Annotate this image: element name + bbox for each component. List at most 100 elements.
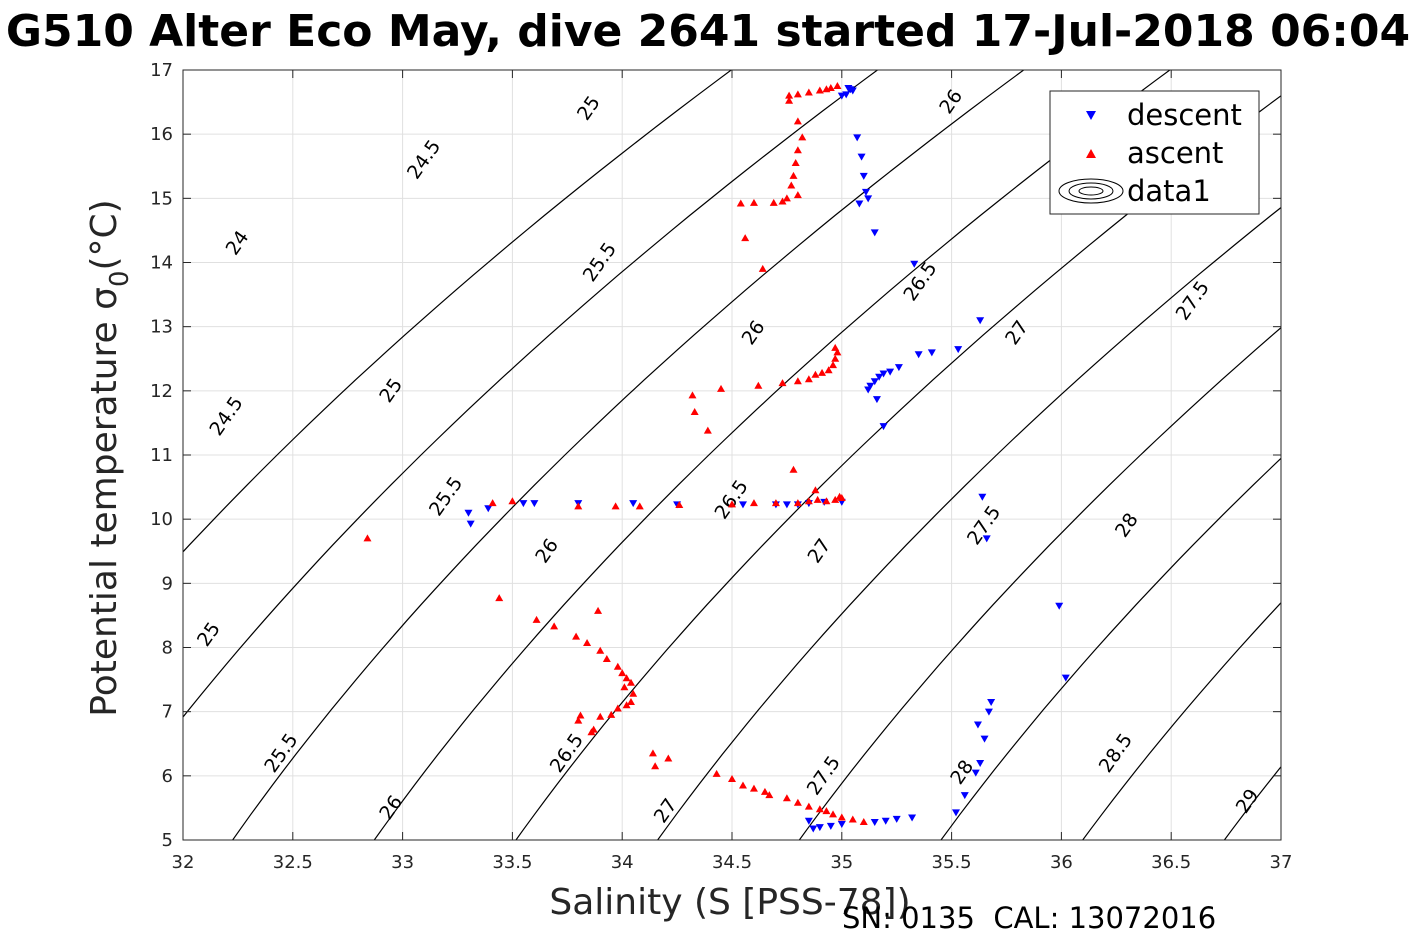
ascent-point bbox=[363, 534, 372, 542]
descent-point bbox=[861, 188, 870, 196]
ascent-point bbox=[804, 802, 813, 810]
contour-label: 28.5 bbox=[1095, 729, 1137, 776]
descent-point bbox=[875, 373, 884, 381]
descent-point bbox=[978, 493, 987, 501]
ascent-point bbox=[815, 805, 824, 813]
descent-point bbox=[853, 134, 862, 142]
ascent-point bbox=[607, 710, 616, 718]
descent-point bbox=[837, 820, 846, 828]
ascent-point bbox=[611, 502, 620, 510]
footer-serial-cal: SN: 0135 CAL: 13072016 bbox=[842, 901, 1216, 935]
contour-label: 27.5 bbox=[963, 502, 1005, 549]
ascent-point bbox=[587, 728, 596, 736]
legend: descent ascent data1 bbox=[1049, 90, 1260, 215]
chart-title: G510 Alter Eco May, dive 2641 started 17… bbox=[6, 6, 1410, 57]
descent-point bbox=[971, 769, 980, 777]
x-tick-label: 35 bbox=[830, 852, 853, 873]
descent-point bbox=[980, 735, 989, 743]
ascent-point bbox=[594, 606, 603, 614]
descent-point bbox=[530, 500, 539, 508]
ascent-point bbox=[758, 264, 767, 272]
contour-line bbox=[183, 70, 879, 718]
descent-point bbox=[914, 351, 923, 359]
descent-point bbox=[908, 814, 917, 822]
ascent-point bbox=[613, 704, 622, 712]
ascent-point bbox=[760, 787, 769, 795]
ascent-point bbox=[574, 502, 583, 510]
ascent-point bbox=[574, 716, 583, 724]
descent-point bbox=[1055, 602, 1064, 610]
ascent-point bbox=[596, 712, 605, 720]
y-tick-label: 15 bbox=[150, 188, 173, 209]
ascent-point bbox=[626, 698, 635, 706]
y-tick-label: 7 bbox=[162, 702, 173, 723]
ascent-point bbox=[804, 88, 813, 96]
ascent-point bbox=[782, 794, 791, 802]
descent-point bbox=[954, 346, 963, 354]
ascent-point bbox=[572, 632, 581, 640]
y-tick-label: 8 bbox=[162, 638, 173, 659]
y-tick-label: 5 bbox=[162, 830, 173, 851]
ascent-point bbox=[793, 377, 802, 385]
ascent-point bbox=[771, 499, 780, 507]
contour-label: 29 bbox=[1232, 785, 1264, 817]
ascent-point bbox=[532, 615, 541, 623]
ascent-point bbox=[688, 391, 697, 399]
ascent-point bbox=[613, 662, 622, 670]
descent-point bbox=[1061, 674, 1070, 682]
ascent-point bbox=[728, 500, 736, 508]
ascent-point bbox=[664, 754, 673, 762]
descent-point bbox=[960, 792, 969, 800]
descent-point bbox=[870, 819, 879, 827]
ascent-point bbox=[829, 361, 838, 369]
descent-point bbox=[826, 822, 835, 830]
descent-point bbox=[927, 349, 936, 357]
descent-point bbox=[976, 760, 985, 767]
ascent-point bbox=[859, 818, 868, 826]
ascent-point bbox=[793, 146, 802, 154]
contour-label: 27.5 bbox=[1172, 277, 1214, 324]
x-tick-label: 32.5 bbox=[273, 852, 313, 873]
descent-point bbox=[864, 386, 873, 394]
ascent-point bbox=[822, 497, 831, 505]
ascent-point bbox=[833, 348, 842, 356]
descent-point bbox=[866, 382, 875, 390]
ascent-point bbox=[782, 194, 791, 202]
ascent-point bbox=[793, 191, 802, 199]
contour-line bbox=[798, 326, 1281, 840]
x-tick-label: 34 bbox=[611, 852, 634, 873]
ascent-point bbox=[811, 370, 820, 378]
descent-point bbox=[809, 825, 818, 833]
ascent-point bbox=[550, 622, 559, 630]
descent-point bbox=[782, 501, 791, 509]
y-axis-label-subscript: 0 bbox=[105, 270, 135, 287]
descent-point bbox=[855, 200, 864, 208]
x-tick-label: 32 bbox=[172, 852, 195, 873]
y-tick-label: 10 bbox=[150, 509, 173, 530]
ascent-point bbox=[749, 198, 758, 206]
descent-point bbox=[894, 364, 903, 372]
descent-point bbox=[466, 520, 475, 528]
ascent-point bbox=[815, 86, 824, 94]
contour-label: 27 bbox=[803, 535, 835, 567]
legend-box bbox=[1049, 90, 1260, 215]
contour-label: 26.5 bbox=[710, 476, 752, 523]
ascent-point bbox=[675, 501, 684, 509]
legend-marker-contour bbox=[1058, 178, 1124, 204]
y-tick-label: 12 bbox=[150, 381, 173, 402]
x-tick-label: 33.5 bbox=[492, 852, 532, 873]
contour-line bbox=[1320, 6, 1417, 904]
ascent-point bbox=[813, 495, 822, 503]
ascent-point bbox=[831, 495, 840, 503]
ascent-point bbox=[754, 381, 763, 389]
contour-label: 27 bbox=[1001, 317, 1033, 349]
y-tick-label: 6 bbox=[162, 766, 173, 787]
ascent-point bbox=[508, 497, 517, 505]
descent-point bbox=[738, 501, 747, 509]
descent-point bbox=[837, 92, 846, 100]
contour-line bbox=[940, 457, 1281, 840]
y-tick-label: 16 bbox=[150, 124, 173, 145]
descent-point bbox=[804, 817, 813, 825]
ascent-point bbox=[651, 762, 660, 770]
y-tick-label: 14 bbox=[150, 253, 173, 274]
